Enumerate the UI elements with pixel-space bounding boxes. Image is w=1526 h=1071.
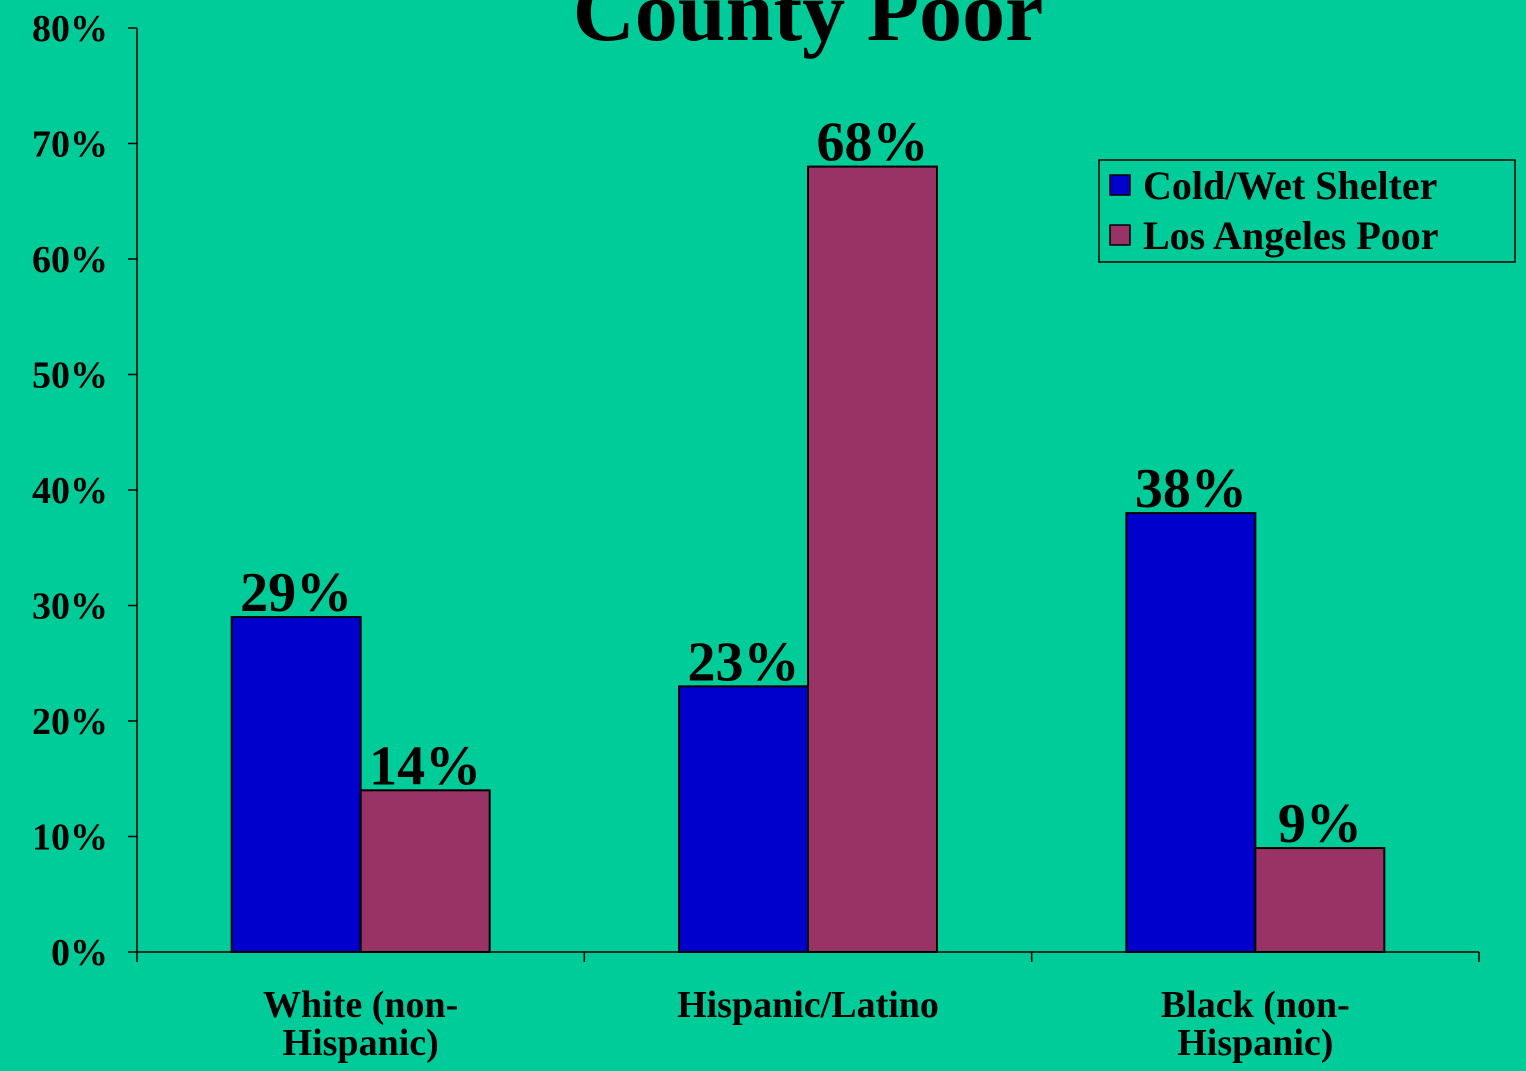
chart-title: County Poor [573,0,1044,59]
legend: Cold/Wet Shelter Los Angeles Poor [1099,160,1515,262]
bar [1126,513,1255,952]
x-category-label: White (non- [263,984,458,1026]
bars [232,167,1385,952]
legend-label: Cold/Wet Shelter [1143,163,1437,208]
x-category-label: Hispanic) [1177,1022,1333,1064]
legend-swatch [1110,175,1130,195]
y-tick-label: 50% [32,355,108,397]
bar [1255,848,1384,952]
y-tick-label: 30% [32,586,108,628]
legend-label: Los Angeles Poor [1143,213,1439,258]
data-label: 68% [817,112,929,174]
legend-swatch [1110,225,1130,245]
data-label: 14% [369,735,481,797]
y-tick-label: 0% [51,932,108,974]
data-label: 29% [240,562,352,624]
y-tick-label: 70% [32,124,108,166]
y-tick-label: 40% [32,470,108,512]
data-label: 23% [688,631,800,693]
x-category-label: Hispanic/Latino [677,984,939,1026]
bar [232,617,361,952]
y-tick-label: 10% [32,817,108,859]
data-label: 9% [1278,793,1362,855]
x-category-label: Hispanic) [283,1022,439,1064]
y-tick-label: 80% [32,8,108,50]
bar [361,790,490,952]
data-label: 38% [1135,458,1247,520]
y-tick-label: 60% [32,239,108,281]
bar [679,686,808,952]
x-category-label: Black (non- [1161,984,1350,1026]
bar [808,167,937,952]
y-tick-label: 20% [32,701,108,743]
